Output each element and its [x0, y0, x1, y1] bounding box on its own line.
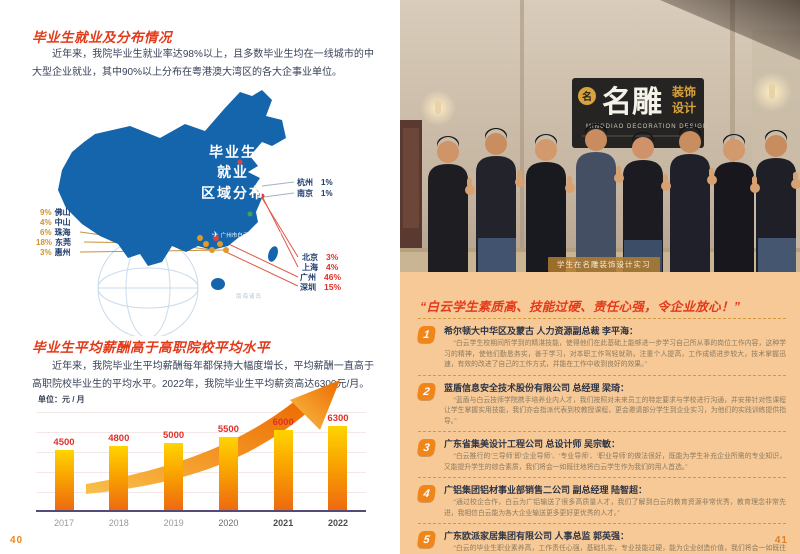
year-label: 2017 — [53, 518, 75, 528]
group-photo-svg: 名 名雕 装饰 设计 MINGDIAO DECORATION DESIGN — [400, 0, 800, 272]
testimonial-body: “白云学生校期间所学到的精湛技能，使得他们在此基础上能够进一步学习自己所从事的岗… — [444, 340, 786, 369]
hainan-island — [211, 278, 225, 290]
svg-text:名雕: 名雕 — [602, 86, 662, 119]
number-badge: 1 — [416, 324, 444, 371]
photo-caption: 学生在名雕装饰设计实习 — [548, 257, 660, 272]
bar-column: 5500 — [206, 424, 250, 510]
page-number-left: 40 — [10, 535, 24, 546]
bar-column: 4800 — [97, 433, 141, 510]
bar: 6300 — [327, 413, 349, 510]
bar-value-label: 4800 — [108, 433, 130, 444]
bar-value-label: 5000 — [163, 430, 185, 442]
testimonial-list: 1 希尔顿大中华区及蒙古 人力资源副总裁 李平海： “白云学生校期间所学到的精湛… — [416, 318, 786, 554]
quote-title: “白云学生素质高、技能过硬、责任心强，令企业放心！” — [420, 300, 741, 314]
section2-body: 近年来，我院毕业生平均薪酬每年都保持大幅度增长，平均薪酬一直高于高职院校毕业生的… — [32, 361, 374, 390]
stat-zhuhai: 6% 珠海 — [40, 228, 71, 237]
right-page: 名 名雕 装饰 设计 MINGDIAO DECORATION DESIGN — [400, 0, 800, 554]
number-badge: 4 — [416, 483, 444, 519]
testimonial-header: 蓝盾信息安全技术股份有限公司 总经理 梁琦： — [444, 382, 630, 393]
school-location-label: ✈ 广州市白云工商技师学院 — [212, 230, 282, 239]
number-badge: 5 — [416, 529, 444, 554]
taiwan-island — [268, 246, 278, 262]
stat-hangzhou: 杭州 1% — [297, 178, 333, 187]
stat-nanjing: 南京 1% — [297, 189, 333, 198]
city-dots — [197, 159, 265, 253]
china-outline — [58, 90, 286, 266]
stat-guangzhou: 广州 46% — [300, 272, 342, 282]
bar-column: 6000 — [261, 417, 305, 510]
stat-dongguan: 18% 东莞 — [36, 238, 72, 247]
stat-beijing: 北京 3% — [302, 252, 339, 262]
number-badge: 2 — [416, 381, 444, 428]
bar: 5500 — [218, 424, 239, 510]
bar: 4500 — [53, 437, 75, 510]
stat-zhongshan: 4% 中山 — [40, 218, 71, 227]
testimonial-body: “白云的毕业生职业素养高，工作责任心强，基础扎实，专业技能过硬，能为企业创造价值… — [453, 545, 786, 553]
section1-body: 近年来，我院毕业生就业率达98%以上，且多数毕业生均在一线城市的中大型企业就业，… — [32, 49, 374, 78]
testimonial-item: 1 希尔顿大中华区及蒙古 人力资源副总裁 李平海： “白云学生校期间所学到的精湛… — [416, 318, 786, 375]
people-silhouettes — [428, 124, 800, 272]
china-map-svg — [58, 90, 299, 336]
bar: 4800 — [108, 433, 129, 510]
bar-value-label: 6000 — [272, 417, 294, 428]
testimonial-body: “蓝盾与白云技师学院携手培养业内人才，我们按照对未来员工的特定要求与学校进行沟通… — [444, 396, 786, 425]
bar-value-label: 5500 — [217, 423, 239, 435]
svg-text:MINGDIAO DECORATION DESIGN: MINGDIAO DECORATION DESIGN — [586, 124, 708, 130]
bar-column: 5000 — [152, 430, 196, 510]
testimonial-body: “通过校企合作，白云为广铝输送了很多高质量人才，我们了解到白云的教育资源非常优秀… — [444, 499, 786, 517]
testimonial-header: 广东省集美设计工程公司 总设计师 吴宗敏： — [444, 439, 621, 450]
page-number-right: 41 — [774, 535, 788, 546]
testimonial-item: 3 广东省集美设计工程公司 总设计师 吴宗敏： “白云推行的‘三导师’即‘企业导… — [416, 431, 786, 477]
plane-icon: ✈ — [212, 230, 219, 239]
testimonial-body: “白云推行的‘三导师’即‘企业导师’、‘专业导师’、‘职业导师’的做法很好，既能… — [444, 453, 786, 471]
svg-text:装饰: 装饰 — [671, 84, 696, 99]
bar-column: 6300 — [316, 413, 360, 510]
south-sea-label: 南海诸岛 — [236, 294, 263, 300]
bar-value-label: 4500 — [53, 437, 75, 448]
year-label: 2022 — [327, 518, 348, 528]
map-center-label: 毕业生 就业 区域分布 — [201, 144, 265, 201]
stat-shanghai: 上海 4% — [302, 262, 339, 272]
bar-plot: 4500 4800 5000 5500 6000 6300 — [36, 410, 366, 512]
salary-bar-chart: 单位：元 / 月 4500 4800 5000 5500 6000 6300 2017 20… — [36, 380, 366, 542]
svg-text:名: 名 — [582, 90, 592, 103]
testimonial-item: 2 蓝盾信息安全技术股份有限公司 总经理 梁琦： “蓝盾与白云技师学院携手培养业… — [416, 374, 786, 432]
section1-title: 毕业生就业及分布情况 — [32, 30, 172, 45]
group-photo: 名 名雕 装饰 设计 MINGDIAO DECORATION DESIGN — [400, 0, 800, 272]
year-label: 2021 — [273, 518, 294, 528]
left-page: 毕业生就业及分布情况 近年来，我院毕业生就业率达98%以上，且多数毕业生均在一线… — [0, 30, 400, 546]
bar: 6000 — [273, 417, 294, 510]
stat-huizhou: 3% 惠州 — [40, 248, 71, 257]
testimonial-header: 希尔顿大中华区及蒙古 人力资源副总裁 李平海： — [444, 326, 639, 336]
testimonial-item: 5 广东欧派家居集团有限公司 人事总监 郭英强： “白云的毕业生职业素养高，工作… — [416, 523, 786, 554]
year-label: 2019 — [163, 518, 184, 528]
testimonial-header: 广铝集团铝材事业部销售二公司 副总经理 陆智超： — [444, 485, 648, 496]
section2-title: 毕业生平均薪酬高于高职院校平均水平 — [32, 340, 270, 355]
year-label: 2020 — [218, 518, 239, 528]
chart-unit-label: 单位：元 / 月 — [38, 395, 85, 404]
mingdiao-sign: 名 名雕 装饰 设计 MINGDIAO DECORATION DESIGN — [572, 78, 708, 148]
svg-text:设计: 设计 — [672, 100, 696, 115]
stat-shenzhen: 深圳 15% — [300, 282, 342, 292]
testimonial-header: 广东欧派家居集团有限公司 人事总监 郭英强： — [444, 531, 630, 542]
year-row: 2017 2018 2019 2020 2021 2022 — [36, 518, 366, 528]
testimonial-item: 4 广铝集团铝材事业部销售二公司 副总经理 陆智超： “通过校企合作，白云为广铝… — [416, 477, 786, 523]
number-badge: 3 — [416, 437, 444, 473]
stat-foshan: 9% 佛山 — [40, 208, 71, 217]
bar-column: 4500 — [42, 437, 86, 510]
bar-value-label: 6300 — [327, 413, 349, 424]
bar: 5000 — [163, 430, 184, 510]
year-label: 2018 — [108, 518, 129, 528]
china-employment-map: 毕业生 就业 区域分布 ✈ 广州市白云工商技师学院 南海诸岛 9% 佛山 4% 中山 6%… — [0, 86, 400, 336]
